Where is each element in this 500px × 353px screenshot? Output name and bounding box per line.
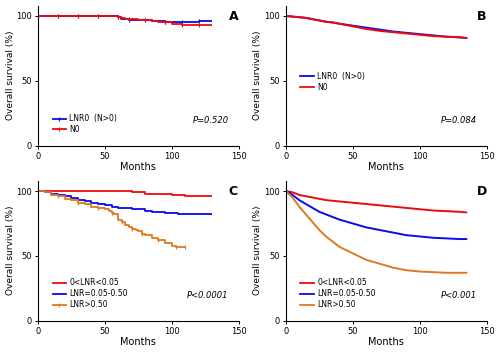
X-axis label: Months: Months bbox=[368, 162, 404, 172]
Text: D: D bbox=[476, 185, 487, 198]
X-axis label: Months: Months bbox=[120, 337, 156, 347]
Y-axis label: Overall survival (%): Overall survival (%) bbox=[254, 31, 262, 120]
Text: P=0.084: P=0.084 bbox=[440, 116, 476, 125]
Text: P<0.0001: P<0.0001 bbox=[187, 291, 228, 300]
X-axis label: Months: Months bbox=[120, 162, 156, 172]
Legend: 0<LNR<0.05, LNR=0.05-0.50, LNR>0.50: 0<LNR<0.05, LNR=0.05-0.50, LNR>0.50 bbox=[300, 277, 376, 310]
X-axis label: Months: Months bbox=[368, 337, 404, 347]
Text: A: A bbox=[228, 10, 238, 23]
Y-axis label: Overall survival (%): Overall survival (%) bbox=[6, 206, 15, 295]
Text: P<0.001: P<0.001 bbox=[440, 291, 476, 300]
Legend: LNR0  (N>0), N0: LNR0 (N>0), N0 bbox=[300, 71, 366, 93]
Text: C: C bbox=[228, 185, 237, 198]
Text: P=0.520: P=0.520 bbox=[192, 116, 228, 125]
Legend: 0<LNR<0.05, LNR=0.05-0.50, LNR>0.50: 0<LNR<0.05, LNR=0.05-0.50, LNR>0.50 bbox=[52, 277, 128, 310]
Y-axis label: Overall survival (%): Overall survival (%) bbox=[254, 206, 262, 295]
Legend: LNR0  (N>0), N0: LNR0 (N>0), N0 bbox=[52, 113, 118, 135]
Y-axis label: Overall survival (%): Overall survival (%) bbox=[6, 31, 15, 120]
Text: B: B bbox=[476, 10, 486, 23]
